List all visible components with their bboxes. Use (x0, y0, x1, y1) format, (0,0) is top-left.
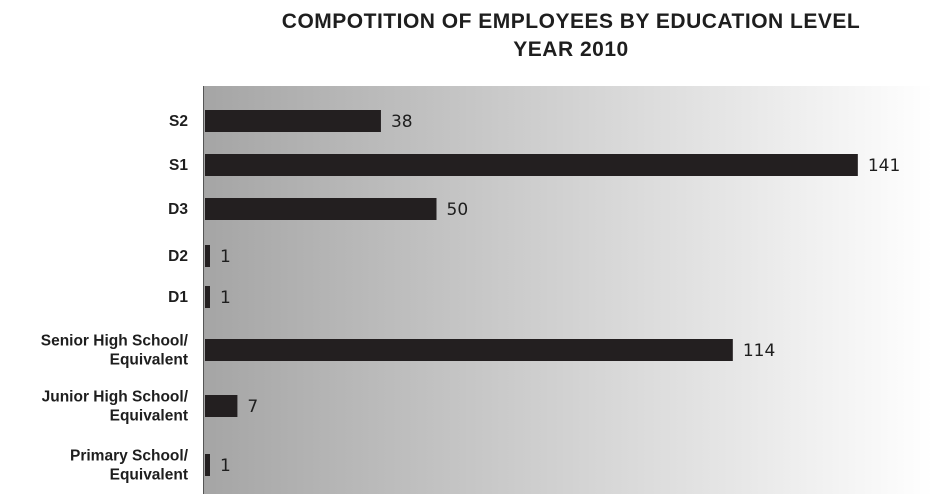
plot-area (203, 86, 933, 494)
bar-4 (205, 286, 210, 308)
category-label-2: D3 (168, 201, 188, 218)
bar-6 (205, 395, 238, 417)
value-label-7: 1 (220, 456, 231, 476)
bar-3 (205, 245, 210, 267)
value-label-3: 1 (220, 247, 231, 267)
bar-0 (205, 110, 381, 132)
bar-5 (205, 339, 733, 361)
labels-group: 38 S2 141 S1 50 D3 1 D2 1 D1 114 Senior High School… (41, 112, 901, 484)
bar-1 (205, 154, 858, 176)
category-label-1: S1 (169, 157, 188, 174)
bar-2 (205, 198, 437, 220)
value-label-4: 1 (220, 288, 231, 308)
bar-7 (205, 454, 210, 476)
chart-title: COMPOTITION OF EMPLOYEES BY EDUCATION LE… (282, 10, 860, 33)
chart-subtitle: YEAR 2010 (513, 38, 628, 61)
category-label-3: D2 (168, 248, 188, 265)
category-label-6: Junior High School/Equivalent (42, 389, 189, 425)
category-label-0: S2 (169, 113, 188, 130)
value-label-2: 50 (447, 200, 469, 220)
value-label-6: 7 (247, 397, 258, 417)
category-label-4: D1 (168, 289, 188, 306)
value-label-5: 114 (743, 341, 775, 361)
bars-group (205, 110, 858, 476)
value-label-1: 141 (868, 156, 900, 176)
category-label-7: Primary School/Equivalent (70, 448, 189, 484)
category-label-5: Senior High School/Equivalent (41, 333, 189, 369)
value-label-0: 38 (391, 112, 413, 132)
